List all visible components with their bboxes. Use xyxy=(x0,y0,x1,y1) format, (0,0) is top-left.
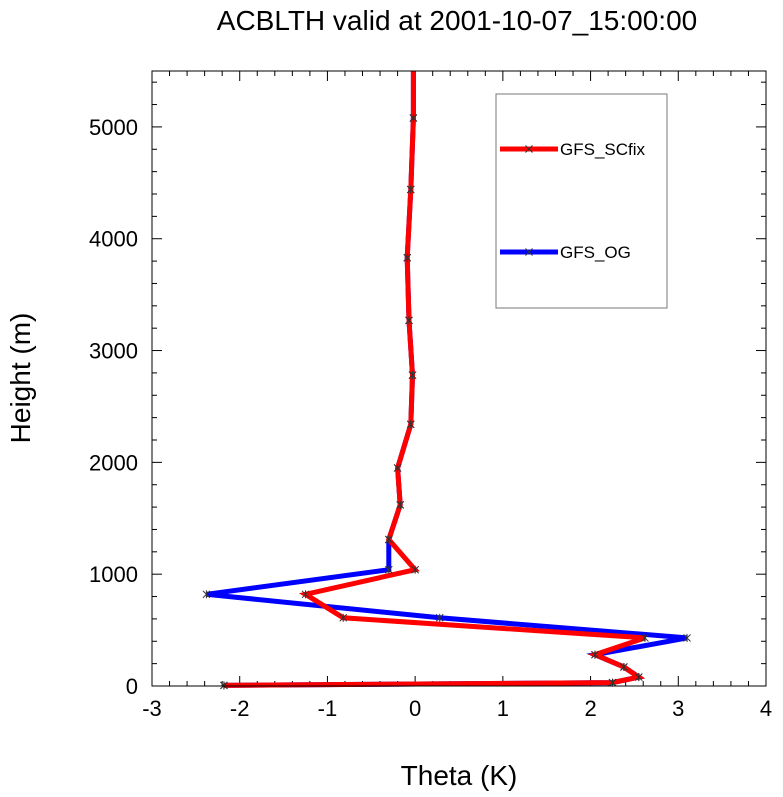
x-tick-label: -1 xyxy=(318,696,338,721)
data-point-gfs-scfix xyxy=(384,535,393,544)
data-point-gfs-og xyxy=(683,633,691,642)
data-point-gfs-scfix xyxy=(608,678,617,687)
x-tick-label: 4 xyxy=(760,696,772,721)
x-tick-label: 2 xyxy=(584,696,596,721)
x-tick-labels: -3 -2 -1 0 1 2 3 4 xyxy=(142,696,772,721)
y-tick-label: 1000 xyxy=(89,562,138,587)
data-point-gfs-scfix xyxy=(406,185,415,194)
legend-item-gfs-scfix: GFS_SCfix xyxy=(500,140,646,159)
data-point-gfs-scfix xyxy=(220,681,228,690)
x-axis-label: Theta (K) xyxy=(401,760,518,791)
data-point-gfs-og xyxy=(435,613,444,622)
data-point-gfs-og xyxy=(384,565,393,574)
legend-box xyxy=(495,93,668,309)
data-point-gfs-scfix xyxy=(408,371,417,380)
data-point-gfs-scfix xyxy=(620,662,628,671)
data-point-gfs-scfix xyxy=(634,673,643,682)
data-point-gfs-scfix xyxy=(411,565,419,574)
chart-title: ACBLTH valid at 2001-10-07_15:00:00 xyxy=(217,5,697,36)
y-tick-label: 0 xyxy=(126,674,138,699)
data-point-gfs-scfix xyxy=(301,590,310,599)
y-axis-label: Height (m) xyxy=(5,313,36,444)
series-layer xyxy=(202,71,691,690)
legend-label: GFS_SCfix xyxy=(560,140,646,159)
data-point-gfs-scfix xyxy=(641,633,649,642)
x-tick-label: -3 xyxy=(142,696,162,721)
x-tick-label: -2 xyxy=(230,696,250,721)
data-point-gfs-og xyxy=(202,590,211,599)
legend: GFS_SCfix GFS_OG xyxy=(495,93,668,309)
y-tick-label: 3000 xyxy=(89,339,138,364)
legend-label: GFS_OG xyxy=(560,243,631,262)
plot-frame xyxy=(151,70,767,687)
data-point-gfs-scfix xyxy=(406,420,415,429)
y-tick-labels: 0 1000 2000 3000 4000 5000 xyxy=(89,115,138,699)
data-point-gfs-scfix xyxy=(409,113,418,122)
y-tick-label: 5000 xyxy=(89,115,138,140)
y-tick-label: 2000 xyxy=(89,450,138,475)
data-point-gfs-scfix xyxy=(339,613,348,622)
legend-item-gfs-og: GFS_OG xyxy=(500,243,631,262)
x-tick-label: 0 xyxy=(409,696,421,721)
data-point-gfs-scfix xyxy=(396,500,405,509)
axis-ticks xyxy=(151,71,767,687)
data-point-gfs-scfix xyxy=(405,316,413,325)
data-point-gfs-scfix xyxy=(591,650,599,659)
x-tick-label: 3 xyxy=(672,696,684,721)
x-tick-label: 1 xyxy=(497,696,509,721)
y-tick-label: 4000 xyxy=(89,227,138,252)
data-point-gfs-scfix xyxy=(403,253,412,262)
data-point-gfs-scfix xyxy=(393,463,402,472)
